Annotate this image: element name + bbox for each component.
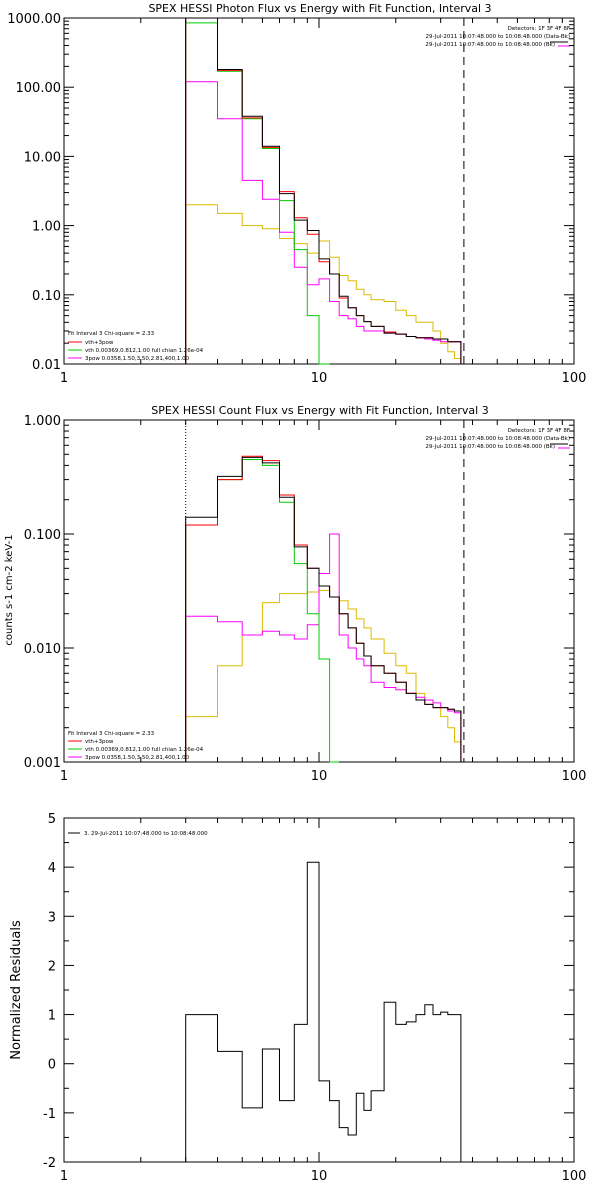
residuals-y-tick-label: 2 (48, 959, 56, 974)
photon-legend-entry-2: vth 0.00369,0.812,1.00 full chian 1.26e-… (85, 348, 204, 354)
count-ylabel: counts s-1 cm-2 keV-1 (4, 534, 15, 645)
count-series-bk (185, 589, 462, 762)
photon-y-tick-label: 0.10 (32, 289, 61, 304)
residuals-y-tick-label: -1 (43, 1107, 56, 1122)
residuals-y-tick-label: 3 (48, 910, 56, 925)
count-series-data (185, 456, 462, 762)
count-y-tick-label: 0.100 (24, 528, 61, 543)
count-y-tick-label: 0.001 (24, 756, 61, 771)
photon-y-tick-label: 1000.00 (7, 12, 61, 27)
count-legend-entry-1: vth+3pow (85, 739, 114, 745)
residuals-x-tick-label: 1 (60, 1169, 68, 1184)
count-legend-entry-3: 3pow 0.0358,1.50,3.50,2.81,400,1.00 (85, 755, 190, 761)
count-series-vth-3pow (185, 455, 462, 762)
residuals-y-tick-label: 4 (48, 861, 56, 876)
count-legend-entry-2: vth 0.00369,0.812,1.00 full chian 1.26e-… (85, 747, 204, 753)
count-x-tick-label: 100 (562, 769, 587, 784)
count-y-tick-label: 1.000 (24, 414, 61, 429)
photon-header-line-2: 29-Jul-2011 10:07:48.000 to 10:08:48.000… (426, 34, 571, 40)
count-legend-title: Fit Interval 3 Chi-square = 2.33 (68, 731, 155, 737)
photon-series-3pow (185, 81, 462, 364)
count-y-tick-label: 0.010 (24, 642, 61, 657)
residuals-x-tick-label: 100 (562, 1169, 587, 1184)
photon-flux-panel: SPEX HESSI Photon Flux vs Energy with Fi… (7, 2, 586, 386)
photon-y-tick-label: 1.00 (32, 220, 61, 235)
photon-series-vth (185, 22, 330, 365)
residuals-y-tick-label: 1 (48, 1009, 56, 1024)
photon-chart-title: SPEX HESSI Photon Flux vs Energy with Fi… (148, 2, 491, 15)
count-chart-title: SPEX HESSI Count Flux vs Energy with Fit… (151, 404, 488, 417)
photon-y-tick-label: 0.01 (32, 358, 61, 373)
photon-y-tick-label: 100.00 (16, 81, 62, 96)
count-series-3pow (185, 533, 462, 762)
residuals-panel: Normalized Residuals 3. 29-Jul-2011 10:0… (9, 812, 586, 1184)
count-x-tick-label: 10 (311, 769, 328, 784)
photon-x-tick-label: 10 (311, 371, 328, 386)
photon-legend-title: Fit Interval 3 Chi-square = 2.33 (68, 331, 155, 337)
count-header-line-2: 29-Jul-2011 10:07:48.000 to 10:08:48.000… (426, 436, 571, 442)
count-header-line-3: 29-Jul-2011 10:07:48.000 to 10:08:48.000… (425, 444, 555, 450)
photon-legend-entry-1: vth+3pow (85, 340, 114, 346)
residuals-legend-entry: 3. 29-Jul-2011 10:07:48.000 to 10:08:48.… (84, 831, 208, 837)
photon-series-data (185, 17, 462, 364)
photon-x-tick-label: 100 (562, 371, 587, 386)
photon-x-tick-label: 1 (60, 371, 68, 386)
residuals-y-tick-label: 0 (48, 1058, 56, 1073)
residuals-ylabel: Normalized Residuals (9, 920, 24, 1060)
residuals-series-residuals (185, 861, 462, 1162)
photon-header-line-1: Detectors: 1F 3F 4F 8F (508, 26, 570, 32)
count-header-line-1: Detectors: 1F 3F 4F 8F (508, 428, 570, 434)
residuals-x-tick-label: 10 (311, 1169, 328, 1184)
photon-legend-entry-3: 3pow 0.0358,1.50,3.50,2.81,400,1.00 (85, 356, 190, 362)
residuals-y-tick-label: -2 (43, 1156, 56, 1171)
residuals-y-tick-label: 5 (48, 812, 56, 827)
count-x-tick-label: 1 (60, 769, 68, 784)
count-flux-panel: SPEX HESSI Count Flux vs Energy with Fit… (4, 404, 586, 784)
photon-y-tick-label: 10.00 (24, 150, 61, 165)
photon-series-bk (185, 204, 462, 364)
photon-header-line-3: 29-Jul-2011 10:07:48.000 to 10:08:48.000… (425, 42, 555, 48)
